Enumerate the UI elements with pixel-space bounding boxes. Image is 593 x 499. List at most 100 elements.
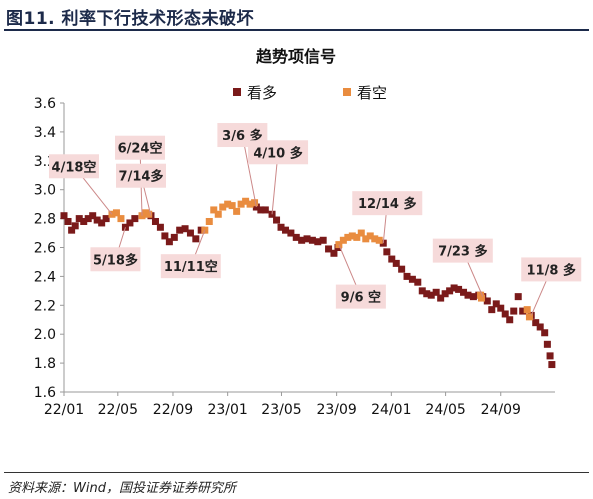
annotation-label: 11/8 多 [527,262,576,278]
bullish-point [219,203,227,211]
annotation-callout: 11/8 多 [521,257,582,316]
bearish-point [330,249,338,257]
bullish-point [353,233,361,241]
annotation-callout: 4/10 多 [248,140,309,215]
annotation-callout: 9/6 空 [335,244,386,309]
bearish-point [68,226,76,234]
bearish-point [156,223,164,231]
bearish-point [388,255,396,263]
bullish-point [246,200,254,208]
x-tick-label: 24/09 [481,402,521,418]
bearish-point [492,300,500,308]
annotation-box [115,163,166,188]
annotation-box [432,238,493,263]
bearish-point [257,206,265,214]
bearish-point [64,217,72,225]
annotation-box [90,247,141,272]
annotation-label: 5/18多 [93,252,138,268]
x-tick-label: 22/09 [153,402,193,418]
bearish-point [186,229,194,237]
bearish-point [71,222,79,230]
bearish-point [446,287,454,295]
annotation-box [521,257,582,282]
bearish-point [131,215,139,223]
bullish-point [228,202,236,210]
data-points [60,197,556,369]
bearish-point [176,226,184,234]
bullish-point [348,232,356,240]
bearish-point [93,216,101,224]
bearish-point [392,259,400,267]
bearish-point [488,306,496,314]
bearish-point [464,291,472,299]
y-tick-label: 2.4 [34,269,56,285]
annotation-callout: 12/14 多 [352,191,423,244]
annotation-label: 3/6 多 [222,128,262,144]
annotation-label: 11/11空 [164,259,218,275]
bearish-point [181,225,189,233]
bearish-point [501,310,509,318]
legend: 看多 看空 [233,84,387,102]
bullish-point [112,209,120,217]
bearish-point [546,352,554,360]
x-tick-label: 23/05 [261,402,301,418]
annotation-label: 4/18空 [52,159,97,175]
bearish-point [383,248,391,256]
bearish-point [287,229,295,237]
bearish-point [121,223,129,231]
bullish-point [523,306,531,314]
bullish-point [145,210,153,218]
legend-marker-bearish [233,88,241,96]
bearish-point [398,265,406,273]
bearish-point [80,217,88,225]
annotation-label: 6/24空 [118,141,163,157]
bearish-point [170,233,178,241]
source-rule [4,472,589,473]
bearish-point [536,323,544,331]
bearish-point [161,232,169,240]
bullish-point [344,233,352,241]
annotation-callout: 6/24空 [115,135,166,216]
bearish-point [403,272,411,280]
legend-label-bearish: 看多 [247,84,277,102]
bearish-point [319,236,327,244]
source-note: 资料来源：Wind，国投证券证券研究所 [8,481,236,496]
bearish-point [314,238,322,246]
bearish-point [543,340,551,348]
chart-title: 趋势项信号 [256,47,336,66]
bullish-point [214,210,222,218]
bearish-point [298,236,306,244]
annotation-callout: 7/23 多 [432,238,493,297]
annotation-box [48,154,99,179]
bearish-point [423,290,431,298]
bearish-point [303,235,311,243]
y-tick-label: 1.8 [34,356,56,372]
annotation-callout: 11/11空 [160,229,221,279]
annotation-box [115,135,166,160]
bullish-point [205,217,213,225]
bearish-point [60,212,68,220]
bearish-point [506,316,514,324]
bearish-point [126,219,134,227]
bearish-point [519,307,527,315]
x-axis-ticks: 22/01 22/05 22/09 23/01 23/05 23/09 24/01 24/05… [44,392,521,418]
x-tick-label: 24/01 [371,402,411,418]
bearish-point [427,291,435,299]
bullish-point [210,206,218,214]
annotation-label: 12/14 多 [358,196,416,212]
bearish-point [89,212,97,220]
x-tick-label: 24/05 [425,402,465,418]
bearish-point [192,235,200,243]
annotation-callout: 4/18空 [48,154,113,215]
bearish-point [197,226,205,234]
bearish-point [483,297,491,305]
legend-label-bullish: 看空 [357,84,387,102]
bearish-point [450,284,458,292]
annotation-box [352,191,423,216]
bearish-point [261,206,269,214]
bearish-point [102,215,110,223]
bearish-point [75,215,83,223]
bullish-point [362,235,370,243]
bullish-point [237,200,245,208]
x-tick-label: 23/01 [207,402,247,418]
